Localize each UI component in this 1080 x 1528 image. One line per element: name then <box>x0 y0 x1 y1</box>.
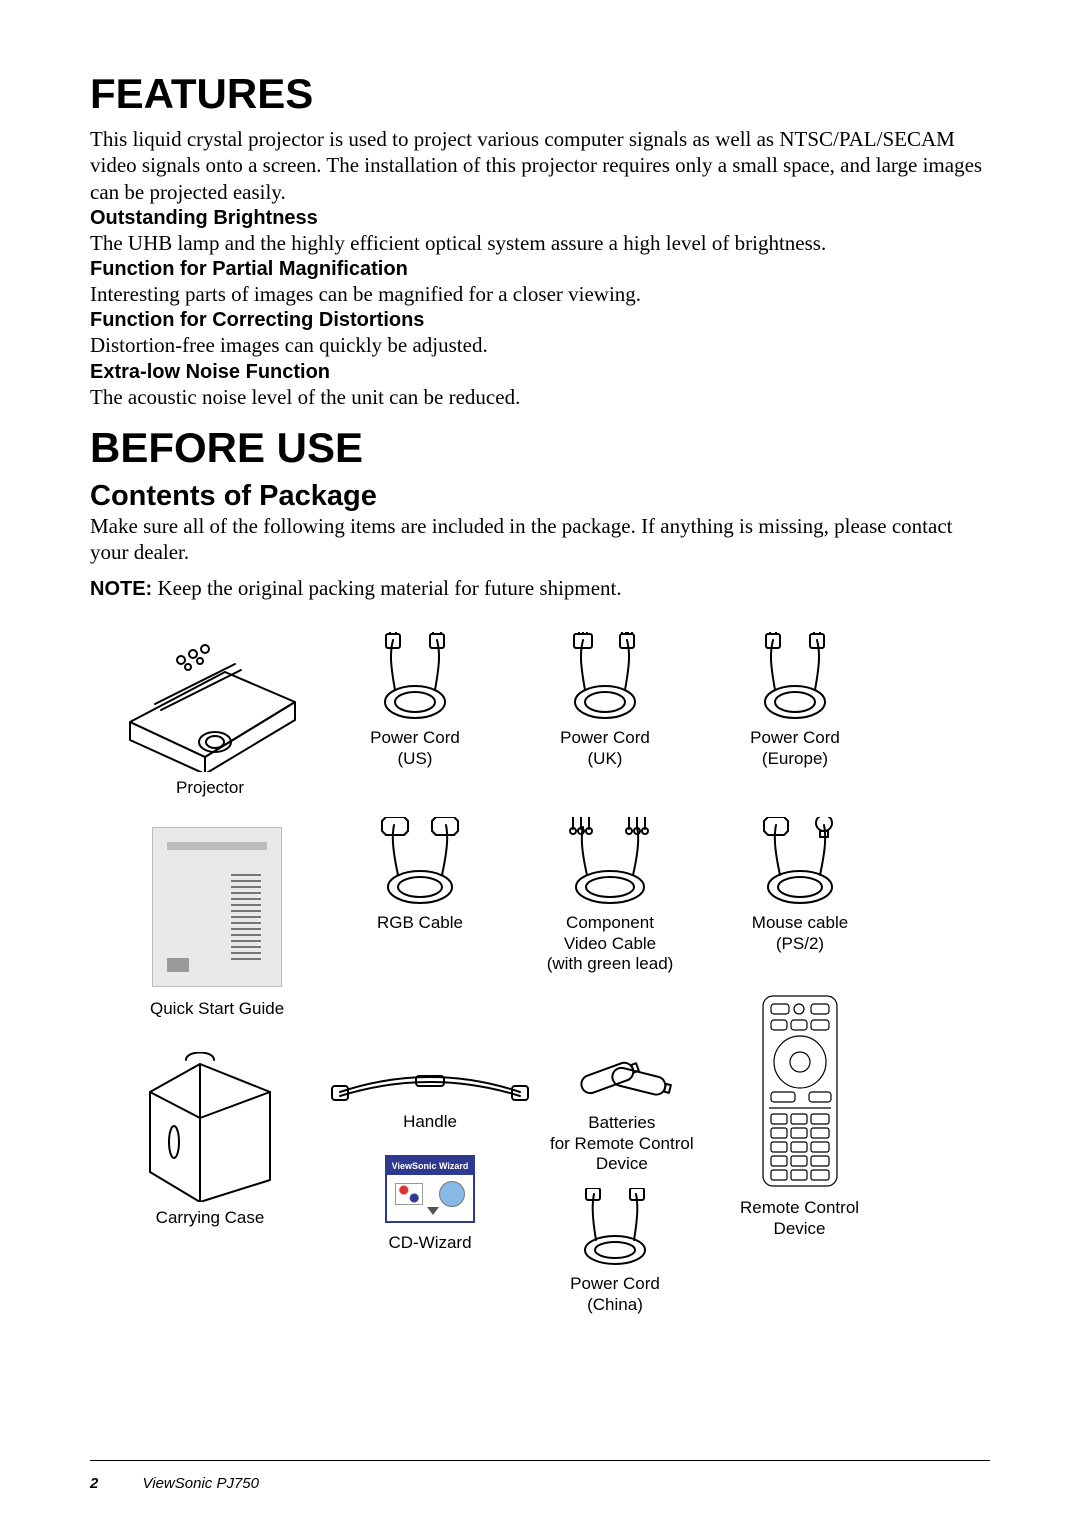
item-mouse: Mouse cable (PS/2) <box>740 817 860 954</box>
item-cord-eu: Power Cord (Europe) <box>740 632 850 769</box>
cord-us-label: Power Cord (US) <box>370 728 460 769</box>
cord-icon <box>560 1188 670 1268</box>
item-rgb: RGB Cable <box>360 817 480 933</box>
projector-label: Projector <box>176 778 244 798</box>
item-projector: Projector <box>115 632 305 798</box>
handle-label: Handle <box>403 1112 457 1132</box>
features-heading: FEATURES <box>90 70 990 118</box>
handle-icon <box>330 1062 530 1106</box>
feature-2-text: Distortion-free images can quickly be ad… <box>90 332 990 358</box>
item-batteries: Batteries for Remote Control Device <box>550 1047 694 1174</box>
cord-cn-label: Power Cord (China) <box>570 1274 660 1315</box>
cord-icon <box>360 632 470 722</box>
before-subheading: Contents of Package <box>90 480 990 513</box>
case-icon <box>130 1052 290 1202</box>
features-intro: This liquid crystal projector is used to… <box>90 126 990 205</box>
remote-icon <box>745 992 855 1192</box>
cable-icon <box>740 817 860 907</box>
remote-label: Remote Control Device <box>740 1198 859 1239</box>
cord-uk-label: Power Cord (UK) <box>560 728 650 769</box>
cdwizard-icon: ViewSonic Wizard <box>385 1155 475 1223</box>
note-text: Keep the original packing material for f… <box>152 576 621 600</box>
cdwizard-label: CD-Wizard <box>388 1233 471 1253</box>
before-para: Make sure all of the following items are… <box>90 513 990 566</box>
cable-icon <box>360 817 480 907</box>
batteries-label: Batteries for Remote Control Device <box>550 1113 694 1174</box>
item-cord-cn: Power Cord (China) <box>560 1188 670 1315</box>
item-handle: Handle ViewSonic Wizard CD-Wizard <box>330 1062 530 1253</box>
feature-1-title: Function for Partial Magnification <box>90 258 990 281</box>
item-cord-us: Power Cord (US) <box>360 632 470 769</box>
item-guide: Quick Start Guide <box>150 827 284 1019</box>
cord-icon <box>740 632 850 722</box>
guide-label: Quick Start Guide <box>150 999 284 1019</box>
item-carrying: Carrying Case <box>130 1052 290 1228</box>
guide-icon <box>152 827 282 987</box>
feature-1-text: Interesting parts of images can be magni… <box>90 281 990 307</box>
mouse-label: Mouse cable (PS/2) <box>752 913 848 954</box>
before-heading: BEFORE USE <box>90 424 990 472</box>
package-diagram: Projector Power Cord (US) <box>90 632 990 1352</box>
feature-0-text: The UHB lamp and the highly efficient op… <box>90 230 990 256</box>
feature-3-text: The acoustic noise level of the unit can… <box>90 384 990 410</box>
item-cord-uk: Power Cord (UK) <box>550 632 660 769</box>
page-footer: 2 ViewSonic PJ750 <box>90 1460 990 1492</box>
item-component: Component Video Cable (with green lead) <box>545 817 675 974</box>
cord-eu-label: Power Cord (Europe) <box>750 728 840 769</box>
feature-0-title: Outstanding Brightness <box>90 207 990 230</box>
product-name: ViewSonic PJ750 <box>143 1475 259 1492</box>
cord-icon <box>550 632 660 722</box>
feature-2-title: Function for Correcting Distortions <box>90 309 990 332</box>
page-number: 2 <box>90 1475 98 1492</box>
rgb-label: RGB Cable <box>377 913 463 933</box>
carrying-label: Carrying Case <box>156 1208 265 1228</box>
cable-icon <box>545 817 675 907</box>
item-remote: Remote Control Device <box>740 992 859 1239</box>
component-label: Component Video Cable (with green lead) <box>547 913 674 974</box>
batteries-icon <box>562 1047 682 1107</box>
note-label: NOTE: <box>90 578 152 600</box>
cdwizard-card-title: ViewSonic Wizard <box>387 1157 473 1175</box>
projector-icon <box>115 632 305 772</box>
feature-3-title: Extra-low Noise Function <box>90 361 990 384</box>
note-line: NOTE: Keep the original packing material… <box>90 575 990 602</box>
